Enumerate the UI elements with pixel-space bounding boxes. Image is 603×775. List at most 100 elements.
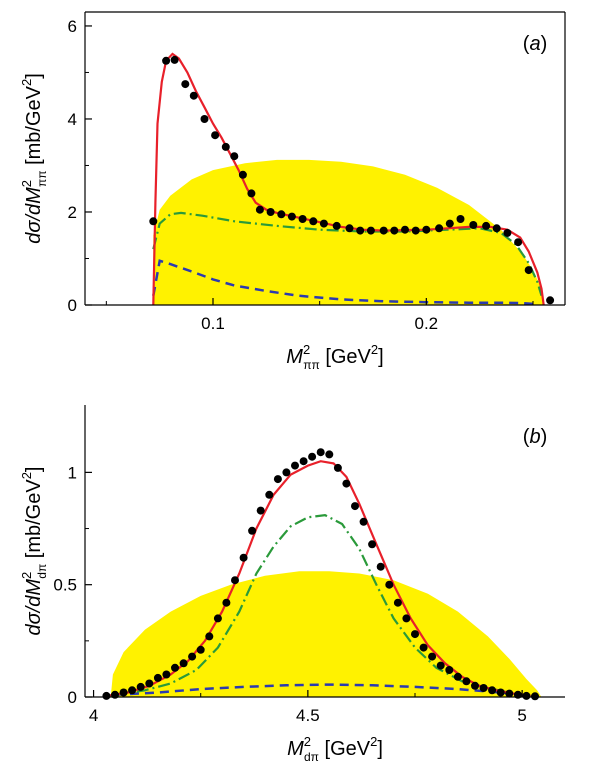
y-label-unit-close: ] <box>23 73 45 79</box>
data-point <box>514 238 523 247</box>
data-point <box>256 506 265 515</box>
data-point <box>196 645 205 654</box>
panel-label: (b) <box>523 426 547 448</box>
data-point <box>319 219 328 228</box>
data-point <box>505 689 514 698</box>
data-point <box>333 463 342 472</box>
data-point <box>411 226 420 235</box>
data-point <box>230 152 239 161</box>
data-point <box>287 212 296 221</box>
panel-label-open: ( <box>523 33 530 55</box>
data-point <box>356 226 365 235</box>
y-label-prefix: dσ/dM <box>23 579 45 636</box>
y-axis-label: dσ/dM2dπ [mb/GeV2] <box>19 467 49 636</box>
y-label-unit: [mb/GeV <box>23 85 45 170</box>
panel-b: 4 4.5 500.51(b)M2 dπ [GeV2]dσ/dM2dπ [mb/GeV… <box>19 405 565 764</box>
data-point <box>428 652 437 661</box>
data-point <box>170 55 179 64</box>
data-point <box>479 684 488 692</box>
data-point <box>462 677 471 686</box>
data-point <box>402 614 411 623</box>
x-tick-label: 4 <box>89 706 98 725</box>
x-label-main: M <box>287 738 304 760</box>
panel-label-close: ) <box>541 33 548 55</box>
data-point <box>308 452 317 461</box>
y-label-sup: 2 <box>19 572 34 579</box>
data-point <box>422 225 431 234</box>
data-point <box>401 225 409 234</box>
x-tick-label: 0.1 <box>201 314 225 333</box>
data-point <box>385 580 394 589</box>
data-point <box>282 468 291 477</box>
data-point <box>522 691 531 700</box>
x-label-sub: ππ <box>303 358 320 372</box>
data-point <box>482 221 491 230</box>
y-label-unit-sup: 2 <box>19 79 34 86</box>
y-label-sub: dπ <box>35 564 49 579</box>
y-label-unit-close: ] <box>23 467 45 473</box>
y-label-prefix: dσ/dM <box>23 187 45 244</box>
data-point <box>503 228 512 237</box>
x-label-main: M <box>286 346 303 368</box>
data-point <box>145 679 154 688</box>
data-point <box>469 221 478 229</box>
data-point <box>189 91 198 100</box>
data-point <box>213 614 222 623</box>
y-tick-label: 0.5 <box>53 576 77 595</box>
data-point <box>265 490 274 499</box>
data-point <box>149 217 158 226</box>
y-tick-label: 0 <box>68 688 77 707</box>
data-point <box>266 208 275 216</box>
data-point <box>309 217 318 226</box>
dashdot-curve <box>152 211 543 297</box>
data-point <box>136 682 145 691</box>
data-point <box>351 502 359 511</box>
data-point <box>188 652 197 661</box>
data-point <box>496 688 505 697</box>
data-point <box>453 672 462 681</box>
y-label-unit: [mb/GeV <box>23 479 45 564</box>
data-point <box>171 663 179 672</box>
x-label-sub: dπ <box>304 750 319 764</box>
data-point <box>222 598 231 607</box>
data-point <box>390 226 399 235</box>
y-tick-label: 0 <box>68 296 77 315</box>
y-axis-label: dσ/dM2ππ [mb/GeV2] <box>19 73 49 244</box>
panel-label-close: ) <box>541 426 548 448</box>
data-point <box>247 189 256 198</box>
x-label-unit-sup: 2 <box>371 342 378 357</box>
data-point <box>531 692 539 701</box>
data-point <box>128 686 137 695</box>
x-label-sup: 2 <box>303 342 310 357</box>
dashed-curve <box>114 683 523 697</box>
data-point <box>546 296 555 305</box>
data-point <box>411 630 419 639</box>
data-point <box>325 450 334 459</box>
data-point <box>255 205 264 214</box>
phase-space-region <box>110 571 542 697</box>
phase-space-region <box>153 159 544 305</box>
data-point <box>200 115 209 123</box>
x-tick-label: 4.5 <box>296 706 320 725</box>
data-point <box>366 226 375 235</box>
x-label-unit-close: ] <box>378 346 384 368</box>
data-point <box>393 598 402 607</box>
y-tick-label: 6 <box>68 17 77 36</box>
data-point <box>277 210 286 219</box>
y-tick-label: 2 <box>68 203 77 222</box>
panel-label: (a) <box>523 33 547 55</box>
data-point <box>445 666 454 674</box>
data-point <box>162 670 171 679</box>
data-point <box>205 632 214 641</box>
data-point <box>153 673 162 682</box>
data-point <box>299 457 308 466</box>
data-point <box>345 224 354 233</box>
data-points <box>102 448 539 701</box>
x-label-sup: 2 <box>304 734 311 749</box>
data-point <box>298 215 307 223</box>
data-point <box>162 56 171 65</box>
data-point <box>419 643 428 652</box>
dashdot-curve <box>114 513 510 696</box>
